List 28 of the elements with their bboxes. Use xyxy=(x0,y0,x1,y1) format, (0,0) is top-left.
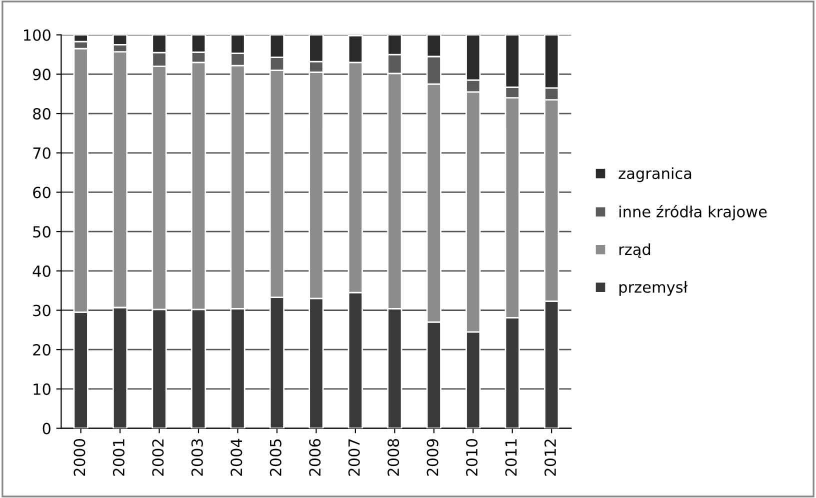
x-tick-label: 2008 xyxy=(388,439,400,476)
y-tick-label: 70 xyxy=(33,147,50,159)
x-tick-label: 2012 xyxy=(544,440,556,476)
x-tick-label: 2005 xyxy=(270,439,282,476)
y-tick-label: 50 xyxy=(33,226,50,238)
x-tick-label: 2011 xyxy=(505,439,517,476)
x-tick-label: 2002 xyxy=(152,440,164,476)
x-tick-label: 2003 xyxy=(191,439,203,476)
x-tick-label: 2004 xyxy=(230,438,242,476)
y-tick-label: 90 xyxy=(33,68,50,80)
y-tick-label: 10 xyxy=(34,383,50,395)
legend-label: inne źródła krajowe xyxy=(620,205,767,220)
legend-label: rząd xyxy=(619,243,650,258)
y-tick-label: 20 xyxy=(33,344,50,356)
y-tick-label: 60 xyxy=(33,186,50,198)
x-tick-label: 2006 xyxy=(309,438,321,476)
x-tick-label: 2009 xyxy=(426,439,438,476)
y-tick-label: 100 xyxy=(24,29,50,41)
x-tick-label: 2010 xyxy=(466,439,478,476)
y-tick-label: 40 xyxy=(32,265,50,277)
y-tick-label: 80 xyxy=(33,108,50,120)
legend-label: przemysł xyxy=(619,281,688,296)
x-tick-label: 2007 xyxy=(348,439,360,476)
x-tick-label: 2000 xyxy=(74,439,86,476)
y-tick-label: 30 xyxy=(33,304,50,316)
x-tick-label: 2001 xyxy=(112,439,124,476)
y-tick-label: 0 xyxy=(42,422,50,434)
legend-label: zagranica xyxy=(618,167,692,182)
